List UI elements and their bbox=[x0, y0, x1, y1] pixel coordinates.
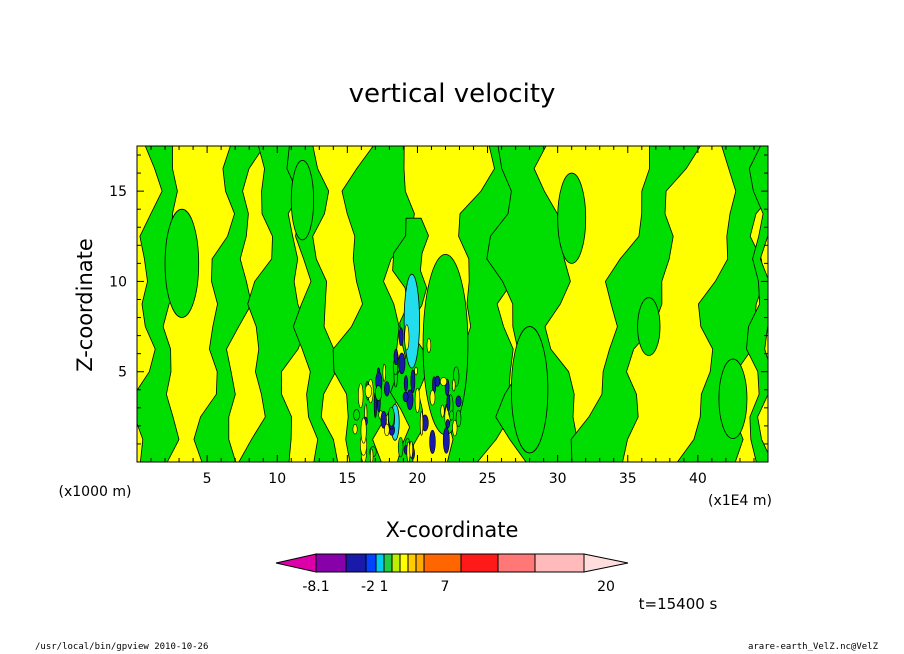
colorbar-cell bbox=[391, 553, 401, 573]
colorbar-label: -8.1 bbox=[302, 579, 329, 595]
convective-cell bbox=[409, 440, 414, 459]
convective-cell bbox=[442, 427, 450, 454]
convective-cell bbox=[393, 349, 399, 366]
convective-cell bbox=[388, 406, 395, 427]
colorbar-label: -2 bbox=[361, 579, 375, 595]
x-tick-label: 25 bbox=[479, 471, 497, 487]
plot-border bbox=[136, 145, 769, 463]
footer-right: arare-earth_VelZ.nc@VelZ bbox=[747, 642, 878, 652]
footer-left: /usr/local/bin/gpview 2010-10-26 bbox=[35, 642, 209, 652]
convective-cell bbox=[380, 411, 387, 429]
convective-cell bbox=[440, 404, 445, 418]
convective-cell bbox=[384, 381, 390, 397]
contour-region bbox=[164, 208, 200, 318]
convective-cell bbox=[357, 383, 364, 409]
convective-cell bbox=[429, 429, 436, 454]
colorbar-cell bbox=[275, 553, 317, 573]
chart-title: vertical velocity bbox=[349, 79, 556, 109]
convective-cell bbox=[452, 419, 458, 437]
convective-cell bbox=[374, 385, 383, 401]
colorbar-cell bbox=[399, 553, 409, 573]
convective-cell bbox=[414, 387, 421, 413]
convective-cell bbox=[352, 424, 358, 435]
convective-cell bbox=[446, 394, 451, 412]
downdraft-core bbox=[403, 273, 420, 369]
colorbar-cell bbox=[365, 553, 377, 573]
colorbar bbox=[275, 553, 629, 573]
y-tick-label: 15 bbox=[109, 184, 127, 200]
colorbar-cell bbox=[345, 553, 367, 573]
x-tick-label: 30 bbox=[549, 471, 567, 487]
convective-cell bbox=[452, 379, 456, 392]
x-tick-label: 40 bbox=[689, 471, 707, 487]
colorbar-cell bbox=[423, 553, 462, 573]
contour-region bbox=[718, 358, 748, 439]
colorbar-labels: -8.1 -2 1 7 20 bbox=[302, 579, 615, 595]
colorbar-cell bbox=[407, 553, 417, 573]
convective-cell bbox=[398, 352, 406, 375]
x-tick-label: 5 bbox=[203, 471, 212, 487]
x-unit-left: (x1000 m) bbox=[59, 484, 132, 500]
contour-region bbox=[510, 326, 549, 454]
convective-cell bbox=[440, 377, 448, 387]
convective-cell bbox=[434, 375, 441, 387]
colorbar-cell bbox=[315, 553, 347, 573]
contour-region bbox=[290, 160, 315, 241]
contour-field bbox=[137, 146, 768, 462]
x-axis-label: X-coordinate bbox=[386, 518, 519, 542]
convective-cell bbox=[382, 363, 386, 382]
convective-cell bbox=[445, 418, 450, 429]
convective-cell bbox=[353, 409, 360, 421]
convective-cell bbox=[410, 369, 416, 393]
colorbar-cell bbox=[534, 553, 585, 573]
contour-region bbox=[570, 146, 701, 462]
x-tick-label: 10 bbox=[268, 471, 286, 487]
convective-cell bbox=[369, 448, 374, 462]
convective-cell bbox=[404, 324, 410, 351]
convective-cell bbox=[360, 417, 367, 444]
contour-region bbox=[238, 146, 316, 462]
convective-cell bbox=[398, 327, 404, 347]
y-axis-label: Z-coordinate bbox=[73, 238, 97, 372]
x-unit-right: (x1E4 m) bbox=[708, 493, 772, 509]
contour-region bbox=[137, 146, 185, 462]
convective-cell bbox=[414, 366, 418, 376]
colorbar-cell bbox=[415, 553, 425, 573]
time-label: t=15400 s bbox=[639, 595, 718, 613]
x-tick-label: 20 bbox=[409, 471, 427, 487]
y-axis: 5 10 15 bbox=[109, 154, 768, 445]
contour-region bbox=[193, 146, 265, 462]
plot-frame bbox=[136, 145, 769, 463]
convective-cell bbox=[364, 384, 373, 398]
convective-cell bbox=[384, 423, 390, 437]
x-axis: 5 10 15 20 25 30 35 40 bbox=[150, 146, 755, 487]
contour-region bbox=[557, 172, 587, 264]
convective-cell bbox=[402, 391, 409, 403]
contour-region bbox=[637, 297, 661, 356]
colorbar-cell bbox=[375, 553, 385, 573]
y-tick-label: 10 bbox=[109, 274, 127, 290]
convective-cell bbox=[429, 389, 436, 406]
convective-cell bbox=[419, 411, 424, 436]
colorbar-label: 7 bbox=[441, 579, 450, 595]
convective-cell bbox=[455, 395, 462, 408]
y-tick-label: 5 bbox=[118, 365, 127, 381]
colorbar-label: 20 bbox=[597, 579, 615, 595]
colorbar-label: 1 bbox=[380, 579, 389, 595]
convective-cell bbox=[403, 375, 408, 392]
colorbar-cell bbox=[460, 553, 499, 573]
colorbar-cell bbox=[383, 553, 393, 573]
convective-cell bbox=[397, 436, 404, 458]
convective-cell bbox=[455, 409, 462, 427]
convective-cell bbox=[449, 410, 455, 421]
colorbar-cell bbox=[497, 553, 536, 573]
x-tick-label: 15 bbox=[338, 471, 356, 487]
convective-cell bbox=[426, 338, 432, 353]
x-tick-label: 35 bbox=[619, 471, 637, 487]
colorbar-cell bbox=[583, 553, 629, 573]
contour-region bbox=[746, 146, 768, 462]
